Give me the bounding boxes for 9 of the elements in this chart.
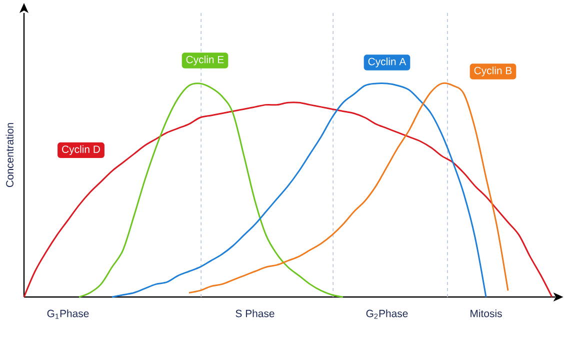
series-label: Cyclin E [186,56,224,66]
x-tick-label: G$_{2}$Phase [366,310,408,319]
series-label: Cyclin A [368,58,406,68]
x-tick-label: Mitosis [470,310,502,318]
y-axis-title: Concentration [6,123,14,188]
series-label: Cyclin D [62,145,100,156]
series-label: Cyclin B [474,66,512,76]
x-tick-label: G$_{1}$Phase [47,310,89,319]
x-tick-label: S Phase [236,310,274,318]
